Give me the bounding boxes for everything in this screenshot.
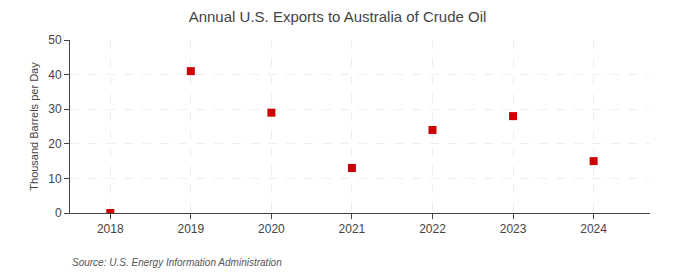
svg-text:2021: 2021 [339,222,366,236]
svg-text:2020: 2020 [258,222,285,236]
svg-text:2023: 2023 [500,222,527,236]
svg-text:40: 40 [48,68,62,82]
svg-text:2024: 2024 [580,222,607,236]
svg-text:2019: 2019 [177,222,204,236]
svg-text:Annual U.S. Exports to Austral: Annual U.S. Exports to Australia of Crud… [189,8,487,25]
svg-text:2018: 2018 [97,222,124,236]
svg-text:50: 50 [48,33,62,47]
svg-text:20: 20 [48,137,62,151]
svg-text:0: 0 [55,206,62,220]
svg-text:10: 10 [48,172,62,186]
svg-text:Thousand Barrels per Day: Thousand Barrels per Day [28,62,40,191]
svg-text:2022: 2022 [419,222,446,236]
svg-text:Source: U.S. Energy Informatio: Source: U.S. Energy Information Administ… [72,257,282,268]
svg-text:30: 30 [48,102,62,116]
